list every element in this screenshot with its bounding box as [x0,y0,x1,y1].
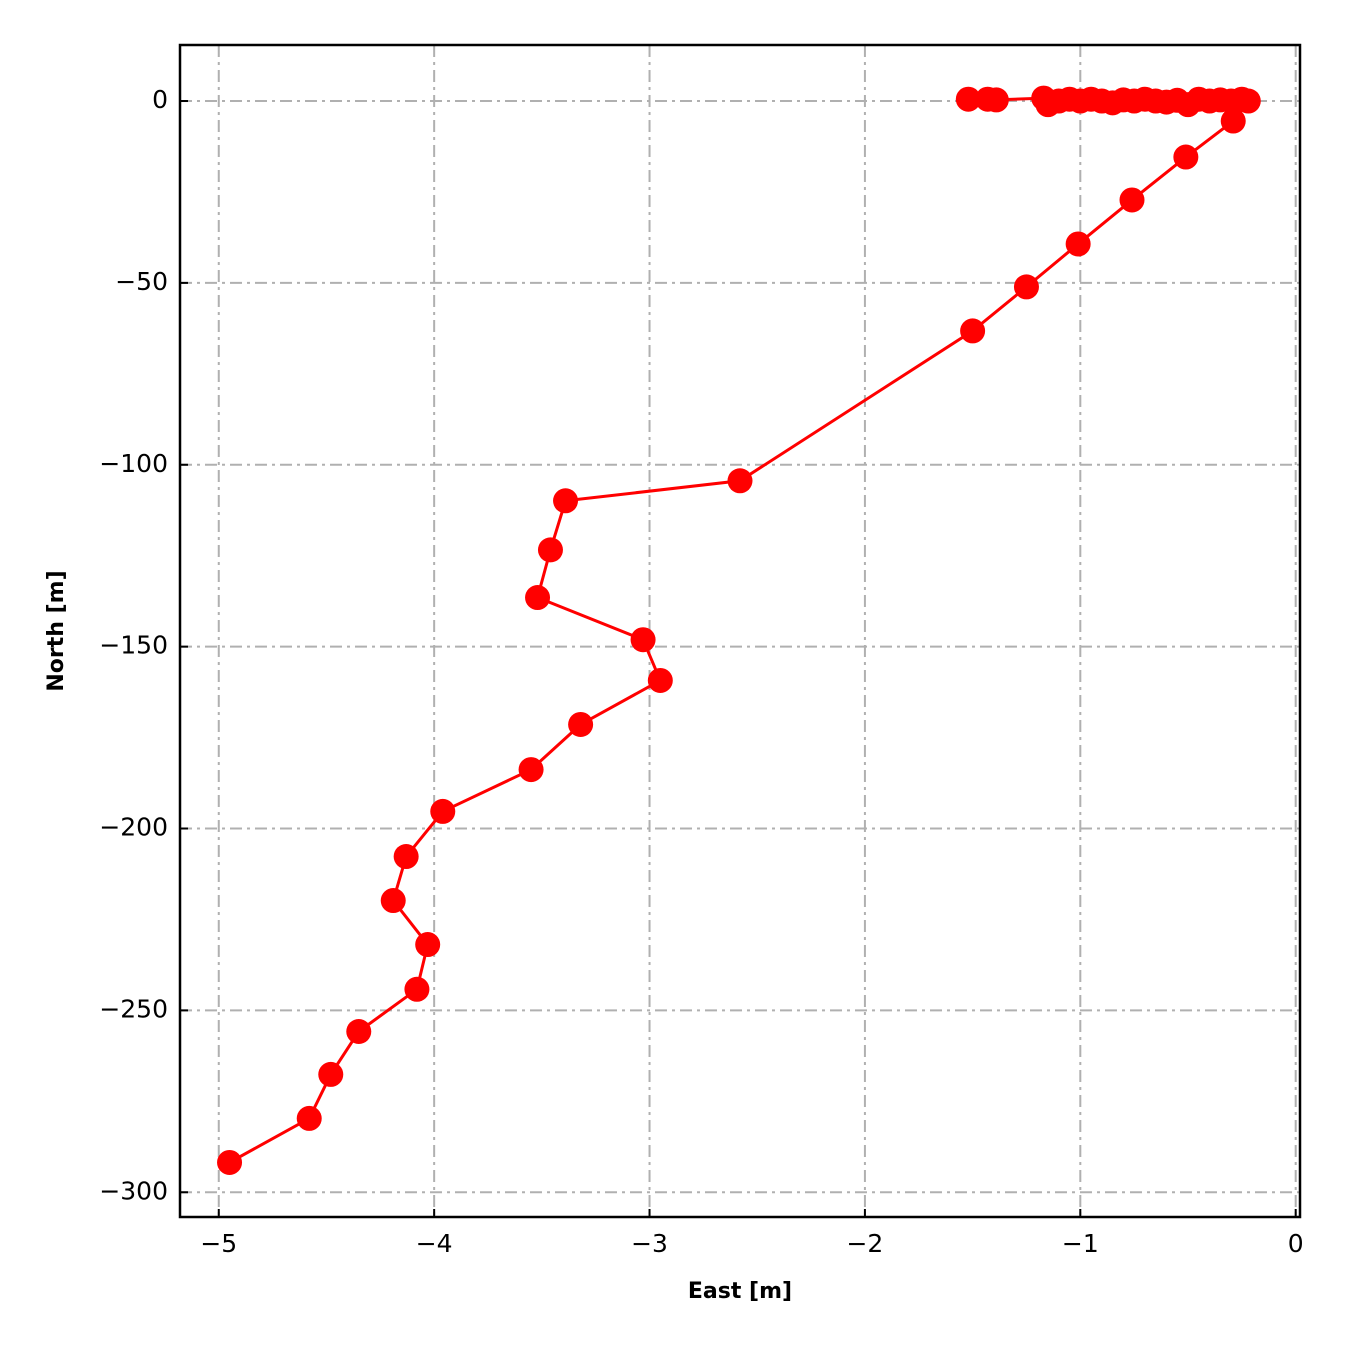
point [537,537,563,563]
x-tick-label: −2 [846,1229,883,1258]
point [393,844,419,870]
point [960,318,986,344]
x-tick-label: 0 [1288,1229,1304,1258]
x-tick-label: −4 [416,1229,453,1258]
point [727,468,753,494]
y-tick-label: −250 [99,994,168,1023]
point [647,667,673,693]
x-tick-label: −1 [1062,1229,1099,1258]
x-tick-label: −3 [631,1229,668,1258]
plot-frame [178,43,1302,1219]
y-tick-label: −100 [99,449,168,478]
point [553,488,579,514]
point [318,1061,344,1087]
point [1173,144,1199,170]
point [1013,274,1039,300]
point [568,711,594,737]
point [1220,108,1246,134]
line [228,96,1251,1164]
point [217,1149,243,1175]
point [430,798,456,824]
point [983,87,1009,113]
point [518,757,544,783]
y-axis-title: North [m] [44,570,69,691]
y-tick-label: −300 [99,1176,168,1205]
point [380,888,406,914]
point [1065,231,1091,257]
point [346,1018,372,1044]
point [955,86,981,112]
point [1119,187,1145,213]
y-tick-label: −50 [115,267,168,296]
point [415,932,441,958]
y-tick-label: −200 [99,813,168,842]
point [525,585,551,611]
x-tick-label: −5 [200,1229,237,1258]
point [1235,88,1261,114]
x-axis-title: East [m] [688,1279,792,1304]
y-tick-label: −150 [99,631,168,660]
point [296,1105,322,1131]
y-tick-label: 0 [152,85,168,114]
point [630,627,656,653]
point [404,976,430,1002]
